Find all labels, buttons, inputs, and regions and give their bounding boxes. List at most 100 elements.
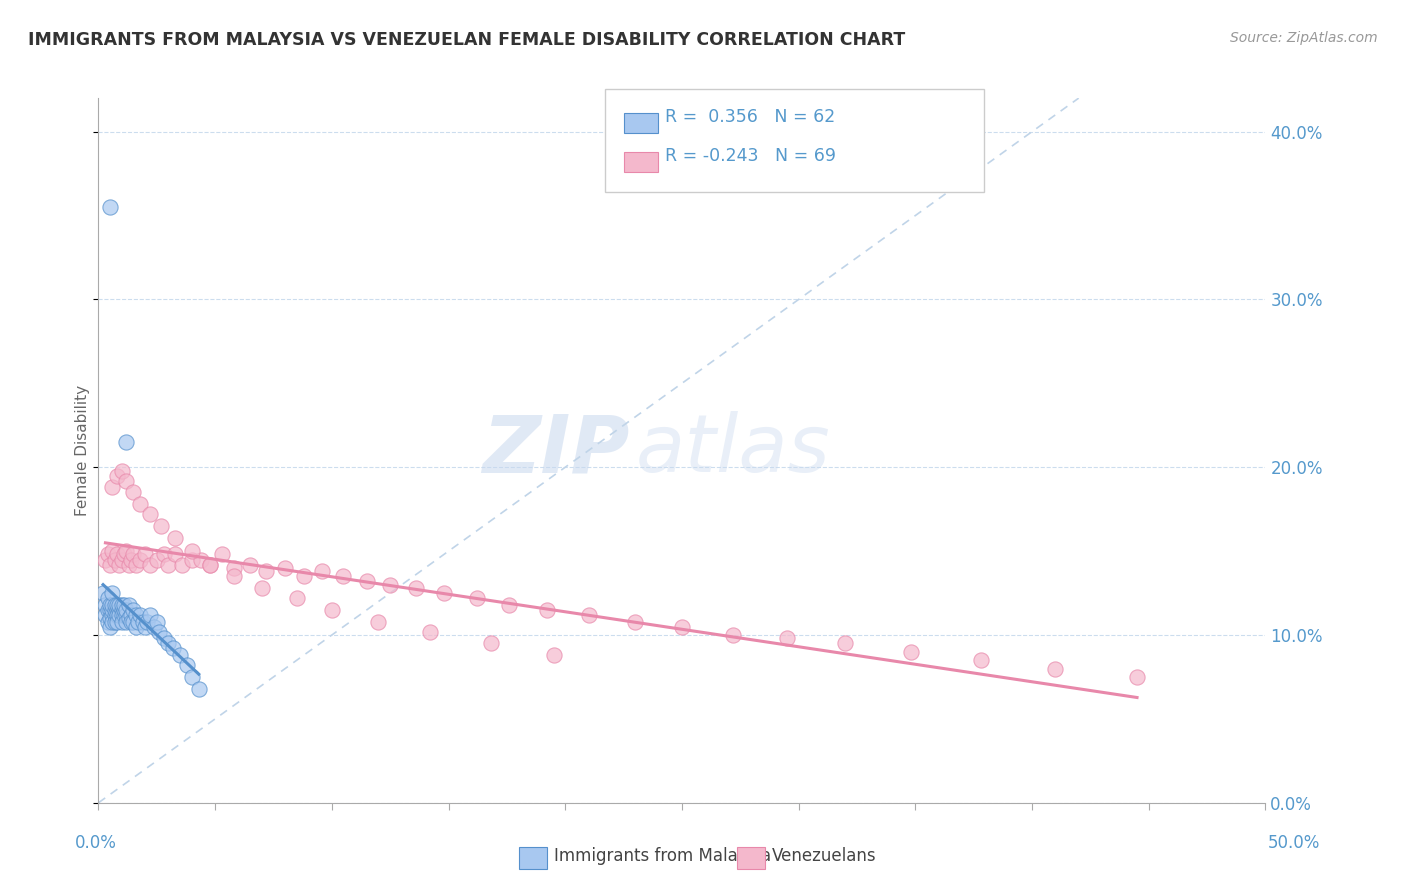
Point — [578, 607, 600, 622]
Point — [129, 497, 152, 511]
Text: Venezuelans: Venezuelans — [772, 847, 876, 865]
Point — [112, 598, 135, 612]
Point — [239, 558, 262, 572]
Point — [134, 548, 156, 562]
Point — [104, 598, 127, 612]
Point — [118, 611, 141, 625]
Point — [332, 569, 354, 583]
Point — [165, 548, 187, 562]
Point — [146, 552, 169, 566]
Point — [97, 615, 120, 629]
Point — [256, 564, 278, 578]
Point — [180, 544, 202, 558]
Point — [111, 464, 134, 478]
Point — [98, 603, 121, 617]
Point — [115, 603, 138, 617]
Point — [200, 558, 222, 572]
Point — [125, 620, 148, 634]
Point — [150, 519, 173, 533]
Point — [98, 200, 121, 214]
Point — [115, 607, 138, 622]
Point — [101, 615, 124, 629]
Text: 50.0%: 50.0% — [1267, 834, 1320, 852]
Point — [321, 603, 343, 617]
Point — [536, 603, 558, 617]
Point — [94, 552, 117, 566]
Point — [111, 603, 134, 617]
Point — [146, 615, 169, 629]
Point — [162, 641, 184, 656]
Point — [465, 591, 488, 606]
Point — [105, 603, 128, 617]
Point — [118, 558, 141, 572]
Point — [139, 558, 162, 572]
Point — [129, 607, 152, 622]
Point — [498, 598, 520, 612]
Point — [108, 603, 131, 617]
Point — [211, 548, 233, 562]
Point — [122, 615, 145, 629]
Point — [115, 435, 138, 450]
Point — [97, 591, 120, 606]
Point — [1045, 662, 1067, 676]
Point — [120, 552, 142, 566]
Point — [98, 620, 121, 634]
Point — [125, 607, 148, 622]
Point — [104, 615, 127, 629]
Point — [139, 507, 162, 521]
Point — [405, 581, 427, 595]
Text: Source: ZipAtlas.com: Source: ZipAtlas.com — [1230, 31, 1378, 45]
Point — [127, 615, 149, 629]
Text: R = -0.243   N = 69: R = -0.243 N = 69 — [665, 147, 837, 165]
Point — [98, 558, 121, 572]
Point — [200, 558, 222, 572]
Point — [380, 577, 402, 591]
Point — [112, 607, 135, 622]
Point — [115, 474, 138, 488]
Point — [94, 607, 117, 622]
Point — [105, 615, 128, 629]
Point — [111, 615, 134, 629]
Point — [129, 552, 152, 566]
Text: 0.0%: 0.0% — [75, 834, 117, 852]
Point — [108, 598, 131, 612]
Point — [479, 636, 502, 650]
Point — [101, 544, 124, 558]
Point — [419, 624, 441, 639]
Point — [122, 548, 145, 562]
Point — [97, 548, 120, 562]
Point — [776, 632, 799, 646]
Point — [97, 603, 120, 617]
Point — [105, 598, 128, 612]
Point — [94, 598, 117, 612]
Point — [122, 485, 145, 500]
Point — [104, 603, 127, 617]
Point — [900, 645, 922, 659]
Text: atlas: atlas — [636, 411, 830, 490]
Text: ZIP: ZIP — [482, 411, 630, 490]
Point — [98, 598, 121, 612]
Point — [108, 607, 131, 622]
Point — [108, 558, 131, 572]
Point — [367, 615, 389, 629]
Point — [105, 468, 128, 483]
Point — [112, 603, 135, 617]
Point — [624, 615, 647, 629]
Point — [250, 581, 273, 595]
Point — [98, 611, 121, 625]
Point — [105, 548, 128, 562]
Point — [190, 552, 212, 566]
Point — [120, 615, 142, 629]
Text: IMMIGRANTS FROM MALAYSIA VS VENEZUELAN FEMALE DISABILITY CORRELATION CHART: IMMIGRANTS FROM MALAYSIA VS VENEZUELAN F… — [28, 31, 905, 49]
Text: R =  0.356   N = 62: R = 0.356 N = 62 — [665, 108, 835, 126]
Point — [101, 603, 124, 617]
Point — [543, 648, 565, 662]
Point — [104, 607, 127, 622]
Point — [176, 658, 198, 673]
Text: Immigrants from Malaysia: Immigrants from Malaysia — [554, 847, 770, 865]
Point — [105, 607, 128, 622]
Point — [136, 615, 159, 629]
Point — [180, 670, 202, 684]
Point — [148, 624, 170, 639]
Point — [112, 548, 135, 562]
